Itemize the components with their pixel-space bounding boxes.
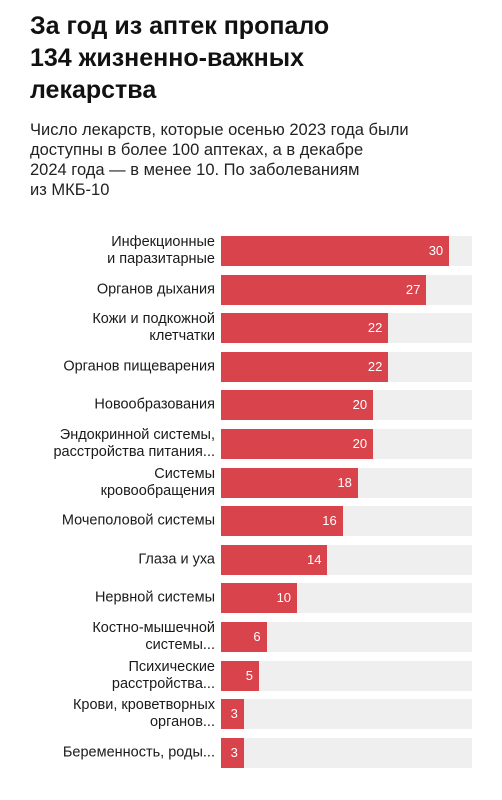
bar-row: Мочеполовой системы 16 [0,506,502,537]
bar-row: Системы кровообращения 18 [0,465,502,499]
category-label: Психические расстройства... [111,658,215,692]
bar [221,622,267,652]
category-label: Крови, кроветворных органов... [72,697,215,731]
category-label: Глаза и уха [138,551,215,568]
bar [221,467,358,498]
category-label: Инфекционные и паразитарные [107,234,215,267]
bar [221,313,389,344]
bar-value-label: 27 [405,281,421,297]
bar-row: Новообразования 20 [0,390,502,421]
category-label: Мочеполовой системы [61,512,215,529]
bar-track [221,660,472,691]
bar [221,429,374,459]
bar-row: Костно-мышечной системы... 6 [0,620,502,653]
bar-value-label: 20 [352,436,368,451]
bar-row: Беременность, роды... 3 [0,737,502,768]
bar [221,236,450,266]
bar-value-label: 3 [230,744,238,760]
bar-value-label: 22 [367,320,383,336]
bar-value-label: 22 [367,358,383,374]
category-label: Эндокринной системы, расстройства питани… [53,427,215,460]
category-label: Кожи и подкожной клетчатки [92,311,215,345]
bar [221,583,298,614]
bar-row: Глаза и уха 14 [0,544,502,575]
category-label: Беременность, роды... [62,744,215,761]
bar-value-label: 20 [352,397,368,413]
bar-value-label: 14 [307,551,322,567]
bar [221,737,244,768]
bar-row: Кожи и подкожной клетчатки 22 [0,311,502,345]
bar-value-label: 16 [322,513,337,529]
bar-value-label: 18 [337,474,352,490]
chart-subtitle: Число лекарств, которые осенью 2023 года… [30,121,409,199]
bar-row: Психические расстройства... 5 [0,658,502,692]
bar [221,699,244,730]
bar-row: Органов дыхания 27 [0,274,502,305]
bar [221,544,328,575]
bar-row: Инфекционные и паразитарные 30 [0,234,502,267]
bar-row: Органов пищеварения 22 [0,351,502,382]
category-label: Органов дыхания [96,281,215,298]
bar [221,390,374,421]
bar-value-label: 30 [428,243,444,258]
bar [221,506,343,537]
chart-title: За год из аптек пропало 134 жизненно-важ… [30,12,330,104]
category-label: Органов пищеварения [63,358,215,375]
bar-row: Эндокринной системы, расстройства питани… [0,427,502,460]
bar-value-label: 6 [253,629,261,644]
bar-row: Крови, кроветворных органов... 3 [0,697,502,731]
bar [221,274,427,305]
bar-row: Нервной системы 10 [0,583,502,614]
bar [221,351,389,382]
bar-value-label: 3 [230,706,238,722]
category-label: Новообразования [94,396,215,413]
category-label: Нервной системы [94,589,215,606]
category-label: Системы кровообращения [100,465,215,499]
bar-track [221,737,472,768]
bar-chart: Инфекционные и паразитарные 30 Органов дых… [0,234,502,796]
bar-track [221,699,472,730]
category-label: Костно-мышечной системы... [92,620,215,653]
bar [221,660,260,691]
bar-value-label: 5 [245,667,254,683]
bar-value-label: 10 [276,590,292,606]
